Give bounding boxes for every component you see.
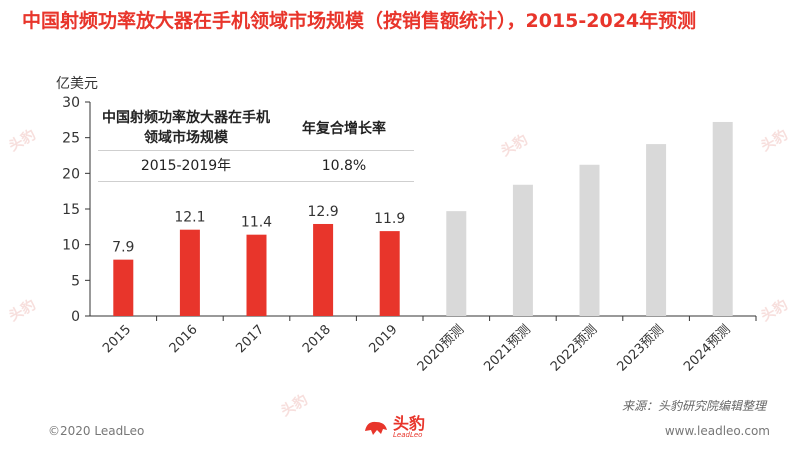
data-label: 11.9	[374, 211, 405, 227]
x-tick-label: 2024预测	[681, 322, 733, 374]
y-tick-label: 5	[71, 273, 80, 289]
x-tick-label: 2023预测	[615, 322, 667, 374]
bar	[179, 229, 200, 316]
y-tick-label: 15	[62, 202, 80, 218]
source-note: 来源：头豹研究院编辑整理	[621, 399, 766, 413]
bar	[246, 234, 267, 316]
forecast-bar	[646, 144, 667, 316]
logo-text-en: LeadLeo	[393, 431, 423, 439]
forecast-bar	[446, 211, 467, 316]
y-tick-label: 25	[62, 131, 80, 147]
bar	[313, 223, 334, 316]
data-label: 12.1	[174, 210, 205, 226]
table-header-cagr: 年复合增长率	[302, 121, 386, 137]
forecast-bar	[712, 121, 733, 317]
logo-text-cn: 头豹	[393, 414, 426, 433]
x-tick-label: 2020预测	[415, 322, 467, 374]
x-tick-label: 2019	[367, 322, 401, 356]
bar	[379, 231, 400, 316]
y-tick-label: 10	[62, 238, 80, 254]
website-link[interactable]: www.leadleo.com	[664, 424, 770, 438]
data-label: 11.4	[241, 215, 272, 231]
table-cell-period: 2015-2019年	[140, 158, 232, 174]
x-tick-label: 2017	[233, 322, 267, 356]
brand-logo: 头豹 LeadLeo	[363, 416, 425, 439]
x-tick-label: 2021预测	[481, 322, 533, 374]
copyright-text: ©2020 LeadLeo	[48, 424, 145, 438]
x-tick-label: 2018	[300, 322, 334, 356]
y-axis-unit: 亿美元	[56, 76, 98, 92]
cagr-table: 中国射频功率放大器在手机领域市场规模 年复合增长率 2015-2019年 10.…	[98, 106, 414, 182]
x-tick-label: 2015	[100, 322, 134, 356]
data-label: 12.9	[308, 204, 339, 220]
y-tick-label: 20	[62, 166, 80, 182]
forecast-bar	[512, 184, 533, 316]
y-tick-label: 0	[71, 309, 80, 325]
data-label: 7.9	[112, 240, 134, 256]
table-cell-cagr: 10.8%	[321, 158, 367, 174]
forecast-bar	[579, 164, 600, 316]
x-tick-label: 2016	[167, 322, 201, 356]
chart-title: 中国射频功率放大器在手机领域市场规模（按销售额统计），2015-2024年预测	[22, 10, 697, 32]
table-header-market: 中国射频功率放大器在手机领域市场规模	[102, 110, 270, 146]
y-tick-label: 30	[62, 95, 80, 111]
x-tick-label: 2022预测	[548, 322, 600, 374]
leopard-icon	[365, 421, 387, 435]
bar	[113, 259, 134, 316]
